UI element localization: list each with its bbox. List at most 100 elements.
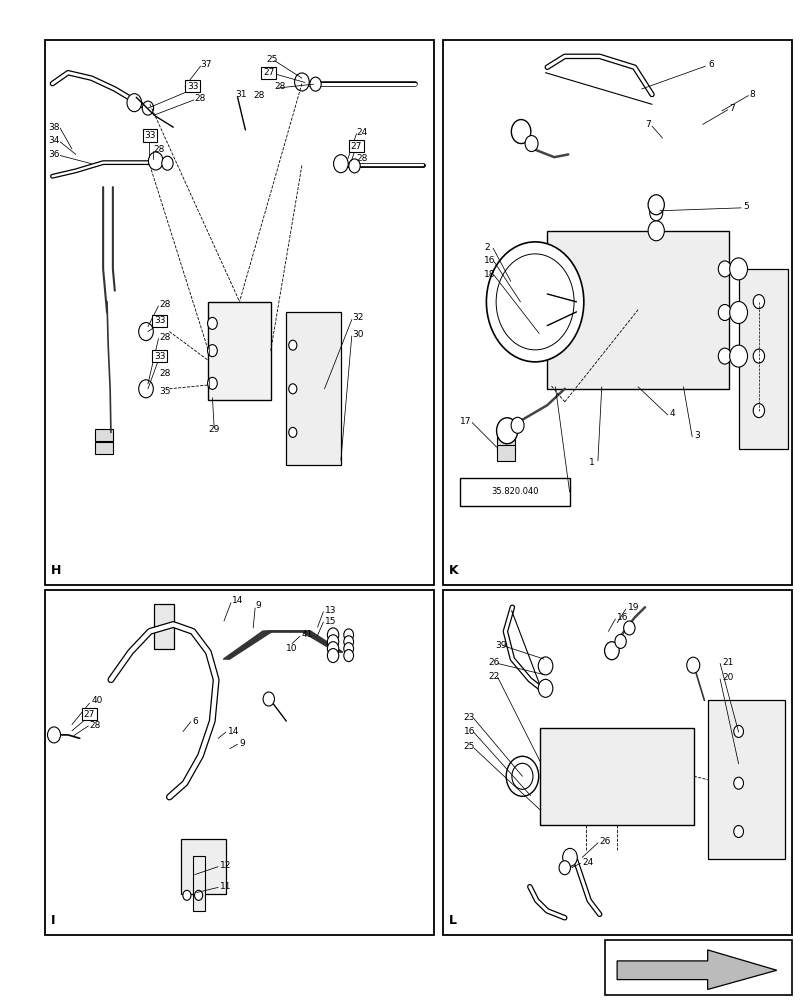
Text: 1: 1 xyxy=(589,458,594,467)
Text: 28: 28 xyxy=(160,333,171,342)
Bar xyxy=(539,728,693,825)
Circle shape xyxy=(349,159,360,173)
Text: 27: 27 xyxy=(84,710,95,719)
Circle shape xyxy=(496,418,517,444)
Text: 11: 11 xyxy=(220,882,231,891)
Circle shape xyxy=(733,826,743,838)
Text: K: K xyxy=(448,564,458,576)
Circle shape xyxy=(733,777,743,789)
Text: 26: 26 xyxy=(487,658,499,667)
Bar xyxy=(442,40,791,585)
Circle shape xyxy=(729,302,747,324)
Circle shape xyxy=(525,136,538,152)
Bar xyxy=(442,590,791,935)
Circle shape xyxy=(343,650,353,662)
Text: 2: 2 xyxy=(484,243,490,252)
Circle shape xyxy=(729,258,747,280)
Circle shape xyxy=(48,727,61,743)
Text: L: L xyxy=(448,914,457,926)
Bar xyxy=(459,478,569,506)
Text: 31: 31 xyxy=(235,90,247,99)
Text: 22: 22 xyxy=(487,672,499,681)
Circle shape xyxy=(142,101,153,115)
Circle shape xyxy=(718,304,731,320)
Circle shape xyxy=(538,657,552,675)
Bar xyxy=(192,856,204,911)
Text: 27: 27 xyxy=(350,142,362,151)
Text: 28: 28 xyxy=(160,369,171,378)
Circle shape xyxy=(343,629,353,641)
Bar xyxy=(707,700,783,859)
Text: 28: 28 xyxy=(152,144,164,153)
Circle shape xyxy=(647,221,663,241)
Bar xyxy=(153,604,174,649)
Circle shape xyxy=(733,725,743,737)
Text: 12: 12 xyxy=(220,861,231,870)
Circle shape xyxy=(753,404,764,418)
Circle shape xyxy=(327,628,338,642)
Text: 16: 16 xyxy=(616,613,628,622)
Text: 37: 37 xyxy=(200,60,212,69)
Text: 23: 23 xyxy=(463,713,474,722)
Circle shape xyxy=(208,377,217,389)
Circle shape xyxy=(511,120,530,144)
Text: 5: 5 xyxy=(742,202,748,211)
Circle shape xyxy=(208,345,217,357)
Text: 28: 28 xyxy=(274,82,285,91)
Text: 15: 15 xyxy=(325,617,337,626)
Circle shape xyxy=(343,643,353,655)
Text: 28: 28 xyxy=(253,91,264,100)
Text: 17: 17 xyxy=(459,417,471,426)
Text: 18: 18 xyxy=(484,270,496,279)
Text: 24: 24 xyxy=(356,128,367,137)
Circle shape xyxy=(289,427,297,437)
Text: 6: 6 xyxy=(707,60,713,69)
Text: 39: 39 xyxy=(495,641,506,650)
Text: 24: 24 xyxy=(581,858,593,867)
Text: 14: 14 xyxy=(228,727,239,736)
Circle shape xyxy=(623,621,634,635)
Text: 25: 25 xyxy=(463,742,474,751)
Text: 33: 33 xyxy=(187,82,198,91)
Text: 35: 35 xyxy=(160,387,171,396)
Text: 9: 9 xyxy=(255,601,260,610)
Circle shape xyxy=(294,73,309,91)
Circle shape xyxy=(148,152,163,170)
Text: 28: 28 xyxy=(160,300,171,309)
Bar xyxy=(208,302,270,400)
Bar xyxy=(496,445,514,461)
Circle shape xyxy=(496,254,573,350)
Circle shape xyxy=(505,756,538,796)
Text: 27: 27 xyxy=(263,68,274,77)
Text: 28: 28 xyxy=(195,94,206,103)
Text: I: I xyxy=(51,914,56,926)
Bar xyxy=(95,442,113,454)
Circle shape xyxy=(718,261,731,277)
Text: 25: 25 xyxy=(267,55,278,64)
Circle shape xyxy=(333,155,348,173)
Circle shape xyxy=(182,890,191,900)
Text: 28: 28 xyxy=(356,154,367,163)
Text: 20: 20 xyxy=(721,673,732,682)
Bar xyxy=(45,40,434,585)
Text: 9: 9 xyxy=(239,739,245,748)
Circle shape xyxy=(510,417,523,433)
Circle shape xyxy=(289,340,297,350)
Bar xyxy=(547,231,728,389)
Circle shape xyxy=(343,636,353,648)
Text: 34: 34 xyxy=(49,136,60,145)
Text: 16: 16 xyxy=(463,727,474,736)
Circle shape xyxy=(649,205,662,221)
Circle shape xyxy=(139,380,153,398)
Circle shape xyxy=(310,77,321,91)
Circle shape xyxy=(614,634,625,648)
Bar xyxy=(286,312,341,465)
Text: 29: 29 xyxy=(208,425,220,434)
Text: 7: 7 xyxy=(728,104,734,113)
Text: 4: 4 xyxy=(668,409,674,418)
Text: 33: 33 xyxy=(144,131,156,140)
Circle shape xyxy=(195,890,203,900)
Circle shape xyxy=(486,242,583,362)
Text: 28: 28 xyxy=(89,721,101,730)
Circle shape xyxy=(686,657,699,673)
